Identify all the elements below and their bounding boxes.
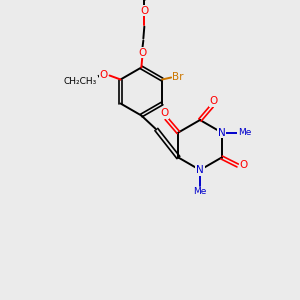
Text: CH₂CH₃: CH₂CH₃ xyxy=(64,77,97,86)
Text: O: O xyxy=(239,160,248,170)
Text: Me: Me xyxy=(238,128,251,137)
Text: O: O xyxy=(210,96,218,106)
Text: O: O xyxy=(140,5,148,16)
Text: O: O xyxy=(99,70,108,80)
Text: N: N xyxy=(218,128,226,137)
Text: O: O xyxy=(138,47,146,58)
Text: O: O xyxy=(160,109,169,118)
Text: N: N xyxy=(196,165,204,175)
Text: Me: Me xyxy=(193,188,207,196)
Text: Br: Br xyxy=(172,73,184,82)
